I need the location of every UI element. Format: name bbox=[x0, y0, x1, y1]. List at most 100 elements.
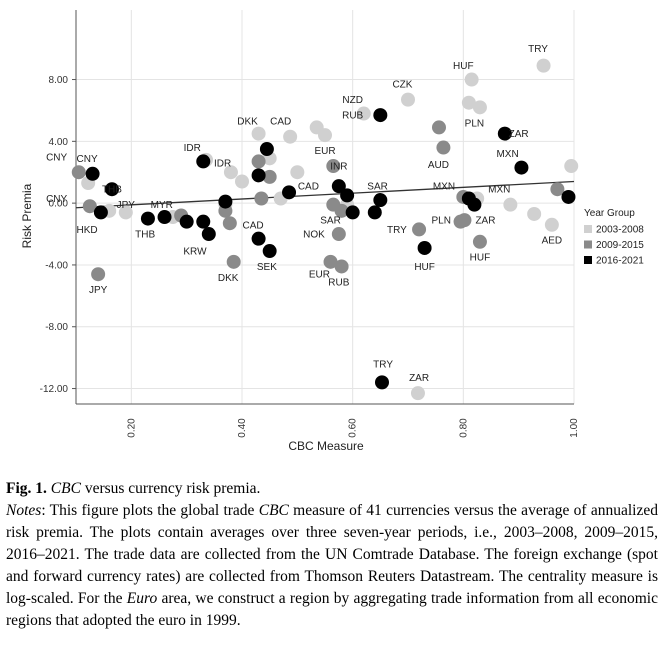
point-label: AED bbox=[542, 236, 563, 247]
point-label: CNY bbox=[46, 152, 67, 163]
point-label: MYR bbox=[151, 200, 173, 211]
data-point-2009-2015 bbox=[226, 254, 241, 269]
data-point-2016-2021 bbox=[259, 142, 274, 157]
data-point-2016-2021 bbox=[93, 205, 108, 220]
data-point-2003-2008 bbox=[401, 92, 415, 107]
data-point-2009-2015 bbox=[334, 259, 349, 274]
data-point-2003-2008 bbox=[410, 386, 425, 401]
data-point-2009-2015 bbox=[71, 165, 86, 180]
data-point-2003-2008 bbox=[544, 217, 559, 232]
data-point-2016-2021 bbox=[373, 108, 388, 123]
data-point-2009-2015 bbox=[91, 267, 106, 282]
point-label: SAR bbox=[320, 216, 341, 227]
data-point-2009-2015 bbox=[262, 169, 277, 184]
data-point-2016-2021 bbox=[251, 168, 266, 183]
y-tick-label: -4.00 bbox=[45, 260, 68, 271]
legend-entry: 2003-2008 bbox=[596, 225, 644, 236]
y-tick-label: -8.00 bbox=[45, 322, 68, 333]
data-point-2003-2008 bbox=[527, 206, 542, 221]
data-point-2003-2008 bbox=[536, 58, 551, 73]
point-label: CZK bbox=[392, 80, 412, 91]
point-label: HUF bbox=[470, 253, 491, 264]
point-label: ZAR bbox=[509, 129, 529, 140]
data-point-2016-2021 bbox=[514, 160, 529, 175]
point-label: HKD bbox=[77, 225, 98, 236]
x-tick-label: 1.00 bbox=[569, 418, 580, 438]
caption-title: Fig. 1. CBC versus currency risk premia. bbox=[6, 478, 658, 500]
data-point-2003-2008 bbox=[290, 165, 305, 180]
data-point-2016-2021 bbox=[262, 244, 277, 259]
trendline bbox=[75, 180, 575, 209]
data-points bbox=[71, 58, 579, 401]
data-point-2016-2021 bbox=[417, 240, 432, 255]
data-point-2009-2015 bbox=[472, 234, 487, 249]
x-tick-label: 0.80 bbox=[458, 418, 469, 438]
data-point-2016-2021 bbox=[331, 179, 346, 194]
data-point-2016-2021 bbox=[282, 185, 297, 200]
point-label: RUB bbox=[328, 277, 349, 288]
data-point-2016-2021 bbox=[497, 126, 512, 141]
point-label: INR bbox=[330, 162, 347, 173]
point-label: CNY bbox=[46, 194, 67, 205]
data-point-2016-2021 bbox=[196, 154, 211, 169]
trendline-group bbox=[75, 180, 575, 209]
figure-caption: Fig. 1. CBC versus currency risk premia.… bbox=[6, 478, 658, 632]
point-label: DKK bbox=[218, 273, 239, 284]
figure-label: Fig. 1. bbox=[6, 480, 47, 497]
point-label: EUR bbox=[314, 146, 335, 157]
notes-cbc: CBC bbox=[258, 502, 289, 519]
legend-entry: 2016-2021 bbox=[596, 256, 644, 267]
notes-text-1: : This figure plots the global trade bbox=[41, 502, 259, 519]
scatter-chart: 0.20 0.40 0.60 0.80 1.00 8.00 4.00 0.00 -4.00 -8.… bbox=[20, 10, 644, 453]
data-point-2003-2008 bbox=[318, 128, 332, 143]
data-point-2003-2008 bbox=[251, 126, 266, 141]
data-point-2009-2015 bbox=[254, 191, 269, 206]
data-point-2016-2021 bbox=[140, 211, 155, 226]
data-point-2003-2008 bbox=[223, 165, 238, 180]
legend-swatch bbox=[584, 240, 592, 249]
legend-swatch bbox=[584, 225, 592, 233]
point-label: THB bbox=[135, 230, 155, 241]
y-tick-label: 8.00 bbox=[49, 75, 69, 86]
y-tick-label: 4.00 bbox=[49, 137, 69, 148]
data-point-2016-2021 bbox=[251, 231, 266, 246]
notes-label: Notes bbox=[6, 502, 42, 519]
point-label: SAR bbox=[367, 182, 388, 193]
data-point-2003-2008 bbox=[356, 106, 371, 121]
data-point-2009-2015 bbox=[82, 199, 97, 214]
point-label: THB bbox=[102, 185, 122, 196]
data-point-2016-2021 bbox=[196, 214, 211, 229]
x-tick-label: 0.20 bbox=[126, 418, 137, 438]
data-point-2009-2015 bbox=[436, 140, 451, 155]
point-label: HUF bbox=[414, 262, 435, 273]
caption-title-text: versus currency risk premia. bbox=[80, 480, 261, 497]
point-label: CAD bbox=[270, 117, 291, 128]
data-point-2003-2008 bbox=[235, 174, 249, 189]
point-label: TRY bbox=[373, 359, 393, 370]
point-label: SEK bbox=[257, 262, 277, 273]
point-label: PLN bbox=[431, 216, 450, 227]
notes-text-3: area, we construct a region by aggregati… bbox=[6, 590, 658, 629]
data-point-2016-2021 bbox=[85, 166, 100, 181]
caption-notes: Notes: This figure plots the global trad… bbox=[6, 500, 658, 632]
data-point-2009-2015 bbox=[251, 154, 266, 169]
point-label: CAD bbox=[243, 220, 264, 231]
x-tick-label: 0.60 bbox=[348, 418, 359, 438]
data-point-2016-2021 bbox=[374, 375, 389, 390]
x-tick-label: 0.40 bbox=[237, 418, 248, 438]
data-point-2016-2021 bbox=[561, 189, 576, 204]
point-label: IDR bbox=[184, 143, 201, 154]
point-label: MXN bbox=[433, 182, 455, 193]
y-tick-label: -12.00 bbox=[40, 384, 69, 395]
point-label: HUF bbox=[453, 61, 474, 72]
point-label: NZD bbox=[342, 95, 363, 106]
data-point-2016-2021 bbox=[218, 194, 233, 209]
y-tick-label: 0.00 bbox=[49, 199, 69, 210]
data-point-2003-2008 bbox=[464, 72, 479, 87]
point-label: MXN bbox=[496, 149, 518, 160]
data-point-2009-2015 bbox=[222, 216, 237, 231]
data-point-2016-2021 bbox=[201, 227, 216, 242]
point-label: RUB bbox=[342, 111, 363, 122]
x-axis-title: CBC Measure bbox=[288, 439, 364, 453]
point-label: PLN bbox=[465, 118, 484, 129]
